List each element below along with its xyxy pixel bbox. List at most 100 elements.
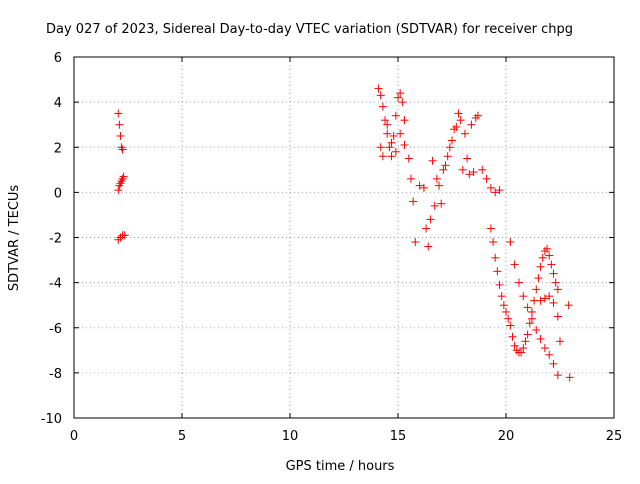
data-point bbox=[411, 238, 420, 247]
data-point bbox=[491, 253, 500, 262]
data-point bbox=[549, 298, 558, 307]
data-point bbox=[493, 267, 502, 276]
x-tick-label: 15 bbox=[390, 429, 407, 444]
data-point bbox=[532, 285, 541, 294]
data-point bbox=[506, 238, 515, 247]
data-point bbox=[419, 183, 428, 192]
data-point bbox=[119, 172, 128, 181]
data-point bbox=[465, 170, 474, 179]
data-point bbox=[523, 303, 532, 312]
data-point bbox=[404, 154, 413, 163]
data-point bbox=[400, 116, 409, 125]
data-point bbox=[391, 147, 400, 156]
data-point bbox=[120, 231, 129, 240]
data-point bbox=[508, 332, 517, 341]
data-point bbox=[565, 373, 574, 382]
data-point bbox=[504, 314, 513, 323]
data-point bbox=[512, 346, 521, 355]
data-point bbox=[400, 140, 409, 149]
data-point bbox=[514, 278, 523, 287]
x-tick-label: 5 bbox=[178, 429, 186, 444]
y-tick-labels: -10 -8 -6 -4 -2 0 2 4 6 bbox=[41, 51, 62, 427]
data-point bbox=[443, 152, 452, 161]
data-point bbox=[456, 116, 465, 125]
data-point bbox=[389, 131, 398, 140]
data-point bbox=[430, 201, 439, 210]
data-point bbox=[391, 111, 400, 120]
y-tick-label: 0 bbox=[54, 186, 62, 201]
x-tick-label: 10 bbox=[282, 429, 299, 444]
data-point bbox=[519, 344, 528, 353]
y-tick-label: 4 bbox=[54, 96, 62, 111]
data-point bbox=[452, 122, 461, 131]
data-point bbox=[396, 129, 405, 138]
y-tick-label: 6 bbox=[54, 51, 62, 66]
data-point bbox=[378, 152, 387, 161]
y-tick-label: -10 bbox=[41, 412, 62, 427]
data-point bbox=[497, 292, 506, 301]
data-point bbox=[510, 260, 519, 269]
data-points bbox=[114, 84, 574, 382]
data-point bbox=[478, 165, 487, 174]
data-point bbox=[536, 262, 545, 271]
data-point bbox=[448, 136, 456, 145]
data-point bbox=[432, 174, 441, 183]
data-point bbox=[486, 183, 495, 192]
data-point bbox=[396, 89, 405, 98]
y-tick-label: -2 bbox=[49, 232, 62, 247]
data-point bbox=[545, 251, 554, 260]
data-point bbox=[499, 301, 508, 310]
data-point bbox=[383, 120, 392, 129]
data-point bbox=[551, 278, 560, 287]
data-point bbox=[409, 197, 418, 206]
data-point bbox=[469, 168, 478, 177]
data-point bbox=[564, 301, 573, 310]
data-point bbox=[398, 98, 407, 107]
data-point bbox=[374, 84, 383, 93]
data-point bbox=[117, 177, 126, 186]
data-point bbox=[491, 188, 500, 197]
data-point bbox=[547, 260, 556, 269]
axis-ticks bbox=[73, 56, 615, 419]
y-tick-label: -4 bbox=[49, 277, 62, 292]
data-point bbox=[114, 186, 123, 195]
data-point bbox=[406, 174, 415, 183]
data-point bbox=[527, 307, 536, 316]
data-point bbox=[387, 152, 396, 161]
data-point bbox=[506, 321, 515, 330]
data-point bbox=[534, 274, 543, 283]
x-tick-label: 0 bbox=[70, 429, 78, 444]
data-point bbox=[381, 116, 390, 125]
data-point bbox=[510, 341, 519, 350]
data-point bbox=[517, 348, 526, 357]
data-point bbox=[519, 292, 528, 301]
data-point bbox=[118, 145, 127, 154]
data-point bbox=[553, 285, 562, 294]
data-point bbox=[543, 244, 552, 253]
data-point bbox=[549, 359, 558, 368]
data-point bbox=[428, 156, 437, 165]
chart-title: Day 027 of 2023, Sidereal Day-to-day VTE… bbox=[46, 22, 573, 37]
data-point bbox=[540, 344, 549, 353]
data-point bbox=[495, 186, 504, 195]
data-point bbox=[424, 242, 433, 251]
data-point bbox=[527, 314, 536, 323]
data-point bbox=[536, 335, 545, 344]
data-point bbox=[450, 125, 459, 134]
data-point bbox=[549, 269, 558, 278]
data-point bbox=[460, 129, 469, 138]
data-point bbox=[553, 371, 562, 380]
data-point bbox=[116, 233, 125, 242]
data-point bbox=[545, 292, 554, 301]
data-point bbox=[458, 165, 467, 174]
data-point bbox=[495, 280, 504, 289]
data-point bbox=[471, 113, 480, 122]
x-tick-label: 25 bbox=[606, 429, 623, 444]
data-point bbox=[489, 238, 498, 247]
data-point bbox=[114, 235, 123, 244]
data-point bbox=[376, 91, 385, 100]
data-point bbox=[394, 93, 402, 102]
data-point bbox=[439, 165, 448, 174]
data-point bbox=[383, 129, 392, 138]
